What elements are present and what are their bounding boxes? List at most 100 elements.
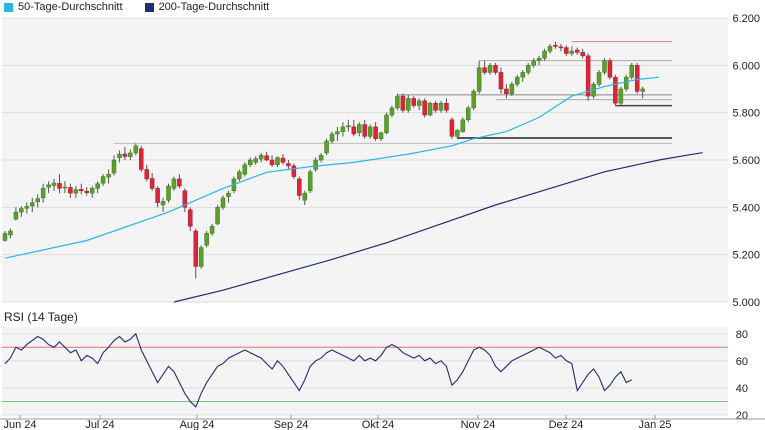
candle-body bbox=[73, 189, 79, 194]
candle-body bbox=[455, 130, 460, 137]
candle-body bbox=[422, 100, 427, 116]
rsi-line bbox=[4, 332, 633, 408]
price-tick-label: 5.600 bbox=[732, 155, 760, 167]
candle-body bbox=[307, 171, 313, 192]
candle-body bbox=[95, 183, 100, 189]
rsi-plot-area bbox=[2, 327, 728, 415]
candle-body bbox=[384, 114, 389, 134]
candle-body bbox=[204, 233, 209, 246]
candle-body bbox=[318, 155, 324, 161]
price-tick-label: 5.200 bbox=[732, 250, 760, 262]
candle-body bbox=[269, 159, 275, 165]
sma200-line bbox=[173, 152, 703, 303]
candle-body bbox=[286, 163, 291, 167]
candle-body bbox=[613, 76, 618, 104]
candle-body bbox=[346, 125, 351, 128]
candle-body bbox=[569, 50, 575, 54]
candle-body bbox=[406, 98, 411, 111]
candle-body bbox=[297, 178, 302, 196]
candle-body bbox=[13, 211, 19, 220]
candle-body bbox=[466, 107, 471, 121]
candle-body bbox=[596, 72, 602, 85]
candle-body bbox=[335, 131, 340, 135]
candle-body bbox=[40, 188, 46, 199]
candle-body bbox=[536, 57, 542, 61]
candle-body bbox=[520, 72, 525, 78]
candle-body bbox=[84, 190, 89, 193]
rsi-panel-title: RSI (14 Tage) bbox=[4, 310, 78, 324]
legend-item-sma200[interactable]: 200-Tage-Durchschnitt bbox=[144, 1, 269, 13]
candle-body bbox=[607, 60, 613, 78]
candle-body bbox=[351, 126, 357, 135]
candle-body bbox=[68, 187, 73, 194]
candle-body bbox=[438, 102, 444, 111]
candle-body bbox=[155, 188, 160, 203]
x-tick-label: Jul 24 bbox=[85, 419, 114, 430]
x-tick-label: Sep 24 bbox=[274, 419, 309, 430]
candle-body bbox=[253, 158, 258, 163]
candle-body bbox=[367, 126, 373, 137]
legend-swatch-sma200 bbox=[144, 2, 154, 12]
candle-body bbox=[198, 247, 204, 267]
candle-body bbox=[378, 132, 384, 139]
candle-body bbox=[640, 88, 645, 92]
x-tick-label: Dez 24 bbox=[549, 419, 584, 430]
candle-body bbox=[106, 173, 111, 178]
candle-body bbox=[357, 124, 362, 134]
candle-body bbox=[460, 119, 466, 132]
candle-body bbox=[602, 60, 607, 73]
candle-body bbox=[57, 183, 62, 189]
candle-body bbox=[482, 67, 487, 73]
candle-body bbox=[362, 124, 367, 137]
candle-body bbox=[193, 230, 198, 267]
candle-body bbox=[449, 119, 455, 137]
legend: 50-Tage-Durchschnitt 200-Tage-Durchschni… bbox=[4, 1, 269, 13]
candle-body bbox=[177, 178, 182, 187]
candle-body bbox=[111, 159, 117, 174]
candle-body bbox=[30, 202, 35, 207]
candle-body bbox=[19, 208, 24, 213]
x-tick-label: Aug 24 bbox=[180, 419, 215, 430]
candle-body bbox=[280, 157, 286, 163]
candle-body bbox=[62, 186, 68, 189]
candle-body bbox=[542, 50, 547, 59]
candle-body bbox=[400, 95, 406, 111]
candle-body bbox=[133, 145, 139, 154]
candle-body bbox=[487, 65, 493, 73]
candle-body bbox=[291, 165, 297, 177]
x-tick-label: Okt 24 bbox=[362, 419, 394, 430]
candle-body bbox=[117, 153, 122, 158]
candle-body bbox=[575, 49, 580, 53]
candle-body bbox=[411, 98, 416, 106]
candle-body bbox=[498, 72, 504, 90]
legend-label-sma50: 50-Tage-Durchschnitt bbox=[18, 1, 123, 13]
candle-body bbox=[389, 107, 395, 116]
price-panel: 6.200 6.000 5.800 5.600 5.400 5.200 5.000 bbox=[2, 13, 760, 309]
candle-body bbox=[51, 182, 57, 186]
candle-body bbox=[324, 140, 329, 154]
price-tick-label: 5.400 bbox=[732, 202, 760, 214]
candle-body bbox=[100, 176, 106, 184]
candle-body bbox=[340, 126, 346, 132]
legend-item-sma50[interactable]: 50-Tage-Durchschnitt bbox=[4, 1, 123, 13]
candle-body bbox=[226, 192, 231, 197]
candle-body bbox=[171, 178, 177, 189]
candle-body bbox=[139, 148, 144, 170]
rsi-tick-label: 20 bbox=[736, 410, 748, 422]
candle-body bbox=[525, 65, 531, 73]
candle-body bbox=[188, 209, 193, 227]
x-tick-label: Jan 25 bbox=[638, 419, 671, 430]
candle-body bbox=[558, 46, 564, 49]
price-tick-label: 5.800 bbox=[732, 108, 760, 120]
candle-body bbox=[242, 164, 248, 175]
rsi-tick-label: 40 bbox=[736, 383, 748, 395]
candle-body bbox=[585, 55, 591, 97]
candle-body bbox=[275, 157, 280, 165]
candle-body bbox=[504, 88, 509, 94]
candle-body bbox=[258, 155, 264, 160]
candle-body bbox=[515, 76, 520, 85]
candle-body bbox=[564, 47, 569, 54]
price-tick-label: 5.000 bbox=[732, 297, 760, 309]
candle-body bbox=[329, 133, 335, 142]
